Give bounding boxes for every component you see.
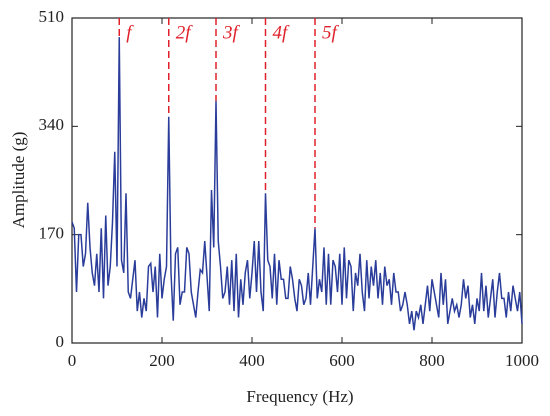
harmonic-label: 4f <box>273 22 291 43</box>
x-tick-label: 600 <box>329 351 355 370</box>
x-tick-label: 400 <box>239 351 265 370</box>
y-tick-label: 170 <box>39 224 65 243</box>
y-axis-label: Amplitude (g) <box>9 132 28 229</box>
x-tick-label: 0 <box>68 351 77 370</box>
harmonic-label: f <box>126 22 134 43</box>
x-tick-label: 200 <box>149 351 175 370</box>
harmonic-label: 3f <box>222 22 241 43</box>
x-axis-label: Frequency (Hz) <box>246 387 353 406</box>
x-tick-label: 800 <box>419 351 445 370</box>
x-tick-label: 1000 <box>505 351 539 370</box>
y-tick-label: 510 <box>39 7 65 26</box>
y-tick-label: 0 <box>56 332 65 351</box>
y-tick-label: 340 <box>39 115 65 134</box>
harmonic-label: 5f <box>322 22 340 43</box>
spectrum-line <box>71 37 523 331</box>
plot-frame <box>71 17 523 344</box>
harmonic-label: 2f <box>176 22 194 43</box>
